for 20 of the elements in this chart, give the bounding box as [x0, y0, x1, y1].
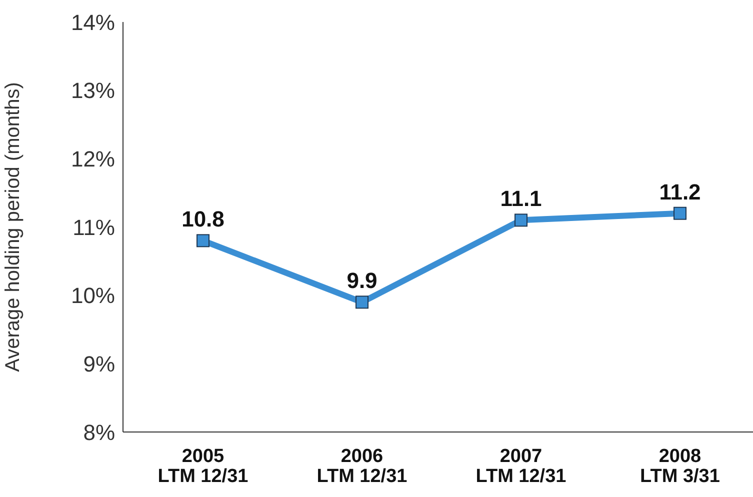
- x-tick-label: 2007 LTM 12/31: [476, 446, 567, 487]
- x-tick-label: 2005 LTM 12/31: [158, 446, 249, 487]
- data-label: 11.1: [500, 186, 542, 212]
- y-tick-label: 12%: [70, 146, 115, 172]
- y-tick-label: 8%: [83, 420, 115, 445]
- point: [674, 206, 686, 220]
- y-tick-label: 10%: [70, 283, 115, 308]
- point: [356, 296, 368, 309]
- y-axis-title: Average holding period (months): [2, 82, 24, 372]
- y-tick-label: 11%: [72, 214, 115, 240]
- y-tick-label: 14%: [70, 10, 115, 35]
- point: [196, 234, 210, 248]
- data-label: 10.8: [182, 206, 224, 232]
- y-tick-label: 13%: [70, 78, 115, 104]
- data-label: 9.9: [346, 268, 378, 294]
- y-tick-label: 9%: [83, 351, 115, 376]
- x-tick-label: 2006 LTM 12/31: [316, 446, 408, 487]
- data-label: 11.2: [659, 179, 701, 204]
- x-tick-label: 2008 LTM 3/31: [640, 446, 720, 487]
- point: [514, 214, 528, 227]
